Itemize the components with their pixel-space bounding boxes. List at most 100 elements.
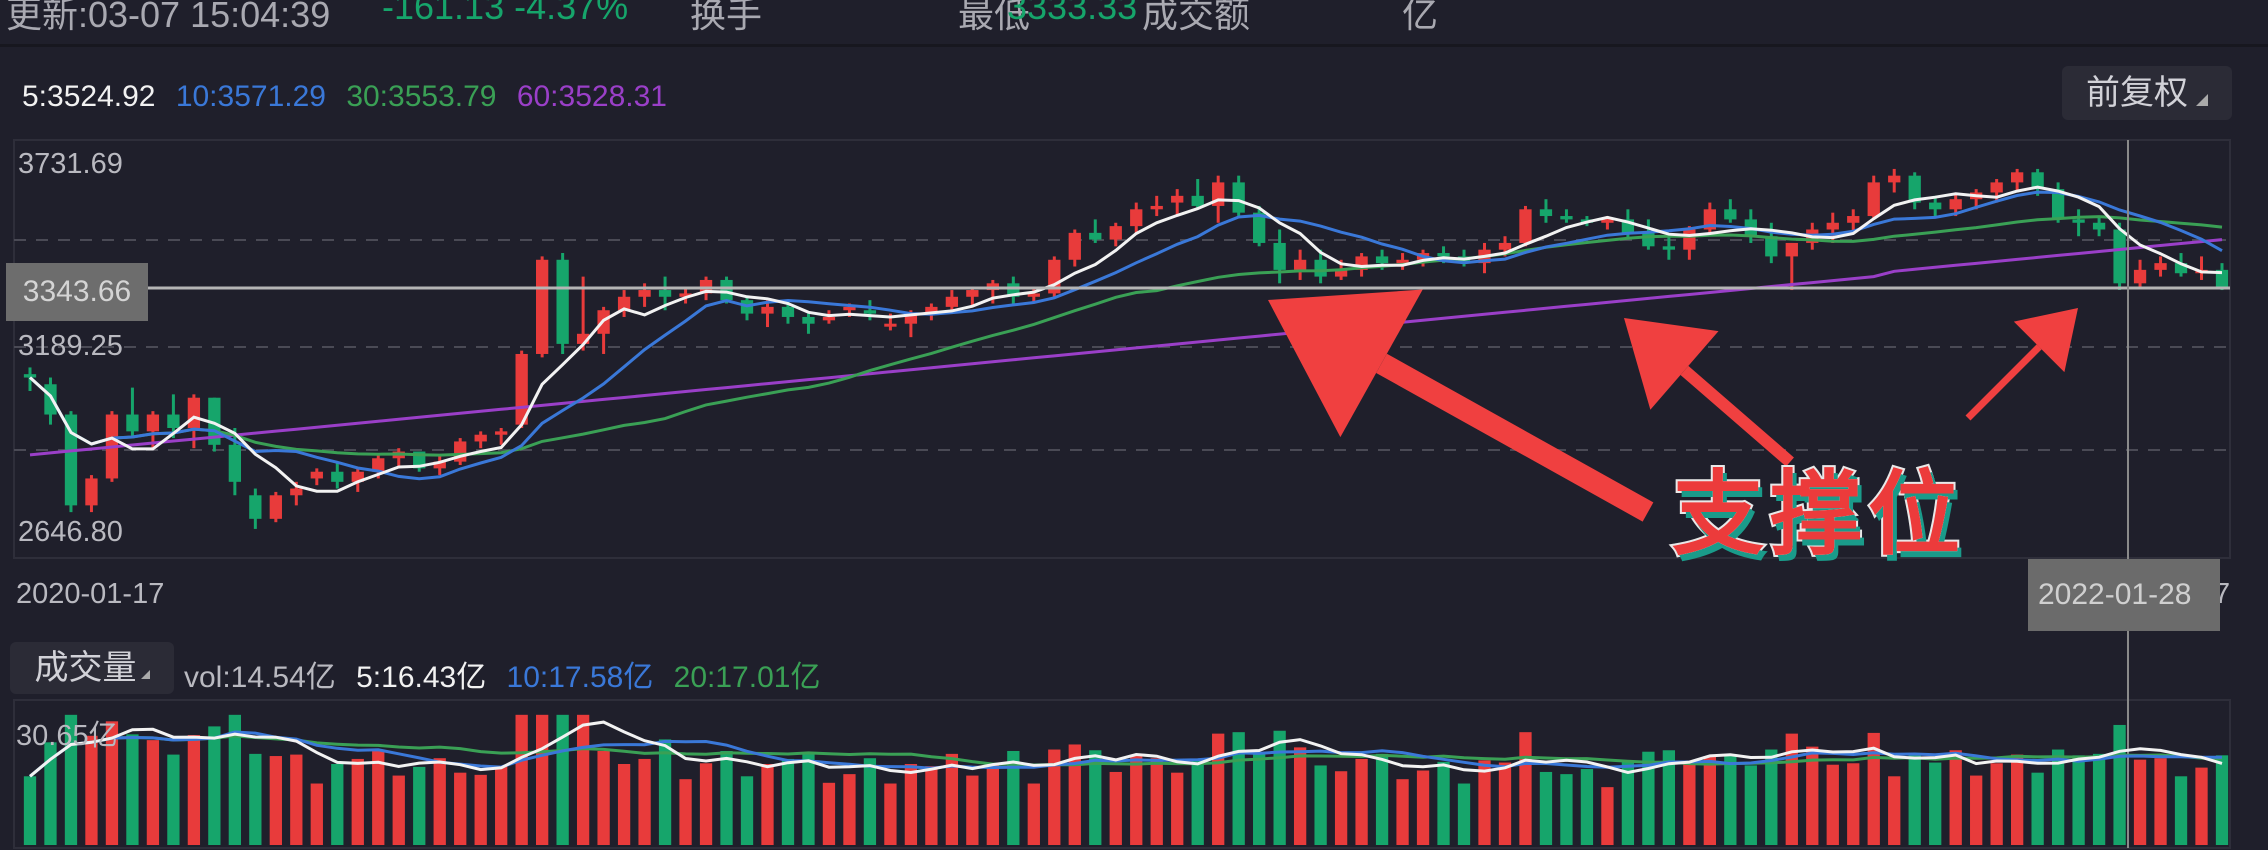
volume-bar	[454, 772, 467, 845]
volume-bar	[1888, 776, 1901, 845]
volume-bar	[2092, 753, 2106, 845]
candle-body	[617, 296, 631, 311]
volume-bar	[1130, 756, 1143, 845]
candle-body	[269, 495, 282, 519]
candle-body	[146, 414, 160, 432]
volume-bar	[1375, 753, 1389, 845]
price-adjust-dropdown[interactable]: 前复权	[2062, 66, 2232, 120]
candle-body	[1560, 216, 1573, 220]
volume-bar	[187, 735, 201, 845]
volume-legend: vol:14.54亿 5:16.43亿 10:17.58亿 20:17.01亿	[184, 652, 832, 696]
ma30-line	[28, 215, 2223, 457]
volume-bar	[720, 750, 733, 845]
volume-bar	[884, 783, 897, 845]
volume-bar	[658, 739, 672, 845]
vol-value: vol:14.54亿	[184, 661, 336, 694]
candle-body	[372, 458, 385, 472]
candle-body	[1109, 226, 1122, 240]
candle-body	[556, 259, 569, 344]
volume-bar	[167, 754, 180, 845]
volume-bar	[781, 758, 795, 845]
volume-bar	[863, 758, 877, 845]
volume-bar	[351, 758, 364, 845]
candle-body	[2154, 263, 2167, 270]
volume-bar	[1314, 765, 1327, 845]
support-arrow-left-shaft	[1376, 353, 1654, 522]
candle-body	[1539, 209, 1553, 217]
volume-bar	[1908, 753, 1921, 845]
support-arrow-middle-head	[1624, 318, 1719, 410]
volume-bar	[228, 714, 242, 845]
candle-body	[576, 333, 590, 344]
volume-bar	[1089, 750, 1102, 845]
volume-bar	[433, 758, 446, 845]
candle-body	[1334, 269, 1348, 277]
volume-bar	[2031, 772, 2044, 845]
vol-ma10: 10:17.58亿	[506, 661, 654, 694]
price-adjust-label: 前复权	[2086, 74, 2188, 112]
support-arrow-left-head	[1268, 289, 1423, 438]
candle-body	[1089, 232, 1102, 240]
candle-body	[1130, 209, 1143, 227]
candle-body	[1191, 195, 1204, 206]
volume-bar	[802, 753, 815, 845]
candle-body	[1929, 202, 1942, 210]
crosshair-price-tag: 3343.66	[6, 263, 148, 321]
volume-bar	[372, 750, 385, 845]
dropdown-triangle-icon	[140, 670, 150, 679]
volume-bar	[44, 742, 57, 845]
candle-body	[1990, 182, 2003, 193]
ma30-value: 30:3553.79	[346, 80, 497, 113]
volume-bar	[105, 721, 119, 845]
candle-body	[679, 293, 692, 297]
volume-bar	[1212, 733, 1225, 845]
dropdown-triangle-icon	[2196, 94, 2208, 106]
volume-axis-max: 30.65亿	[16, 720, 118, 752]
candle-body	[1253, 212, 1266, 243]
volume-bar	[1293, 747, 1307, 845]
volume-bar	[536, 714, 549, 845]
candle-body	[167, 414, 180, 428]
candle-body	[2031, 172, 2044, 190]
volume-bar	[1949, 750, 1962, 845]
ma5-value: 5:3524.92	[22, 80, 156, 113]
ma60-line	[29, 238, 2223, 457]
price-axis-low: 2646.80	[18, 516, 123, 548]
candle-body	[1826, 222, 1839, 230]
indicator-dropdown[interactable]: 成交量	[10, 642, 174, 694]
volume-bar	[1642, 751, 1655, 845]
price-axis-mid: 3189.25	[18, 330, 123, 362]
candle-body	[1068, 232, 1081, 260]
volume-bar	[1150, 758, 1163, 845]
volume-bar	[1396, 779, 1409, 845]
candle-body	[2010, 172, 2024, 183]
volume-bar	[2215, 755, 2229, 845]
volume-bar	[1498, 762, 1512, 845]
candle-body	[290, 488, 303, 496]
candle-body	[1437, 253, 1450, 257]
candle-body	[64, 414, 78, 506]
candle-body	[85, 478, 98, 506]
support-arrow-right-shaft	[1965, 344, 2042, 421]
candle-body	[44, 384, 57, 415]
volume-bar	[1273, 730, 1286, 845]
candle-body	[310, 471, 323, 479]
volume-bar	[1929, 762, 1942, 845]
candle-body	[945, 296, 959, 307]
support-arrow-right-head	[2013, 308, 2078, 373]
volume-bar	[1253, 753, 1266, 845]
candle-body	[1662, 246, 1676, 250]
volume-bar	[290, 754, 303, 845]
volume-bar	[495, 766, 508, 845]
volume-bar	[2195, 767, 2208, 845]
volume-bar	[1539, 771, 1553, 845]
ma60-value: 60:3528.31	[516, 80, 667, 113]
volume-bar	[1867, 732, 1880, 845]
candle-body	[863, 310, 877, 314]
candle-body	[720, 279, 733, 301]
volume-bar	[249, 753, 262, 845]
vol-ma10-line	[29, 730, 2222, 778]
candle-body	[1171, 195, 1184, 203]
volume-bar	[1519, 732, 1532, 845]
